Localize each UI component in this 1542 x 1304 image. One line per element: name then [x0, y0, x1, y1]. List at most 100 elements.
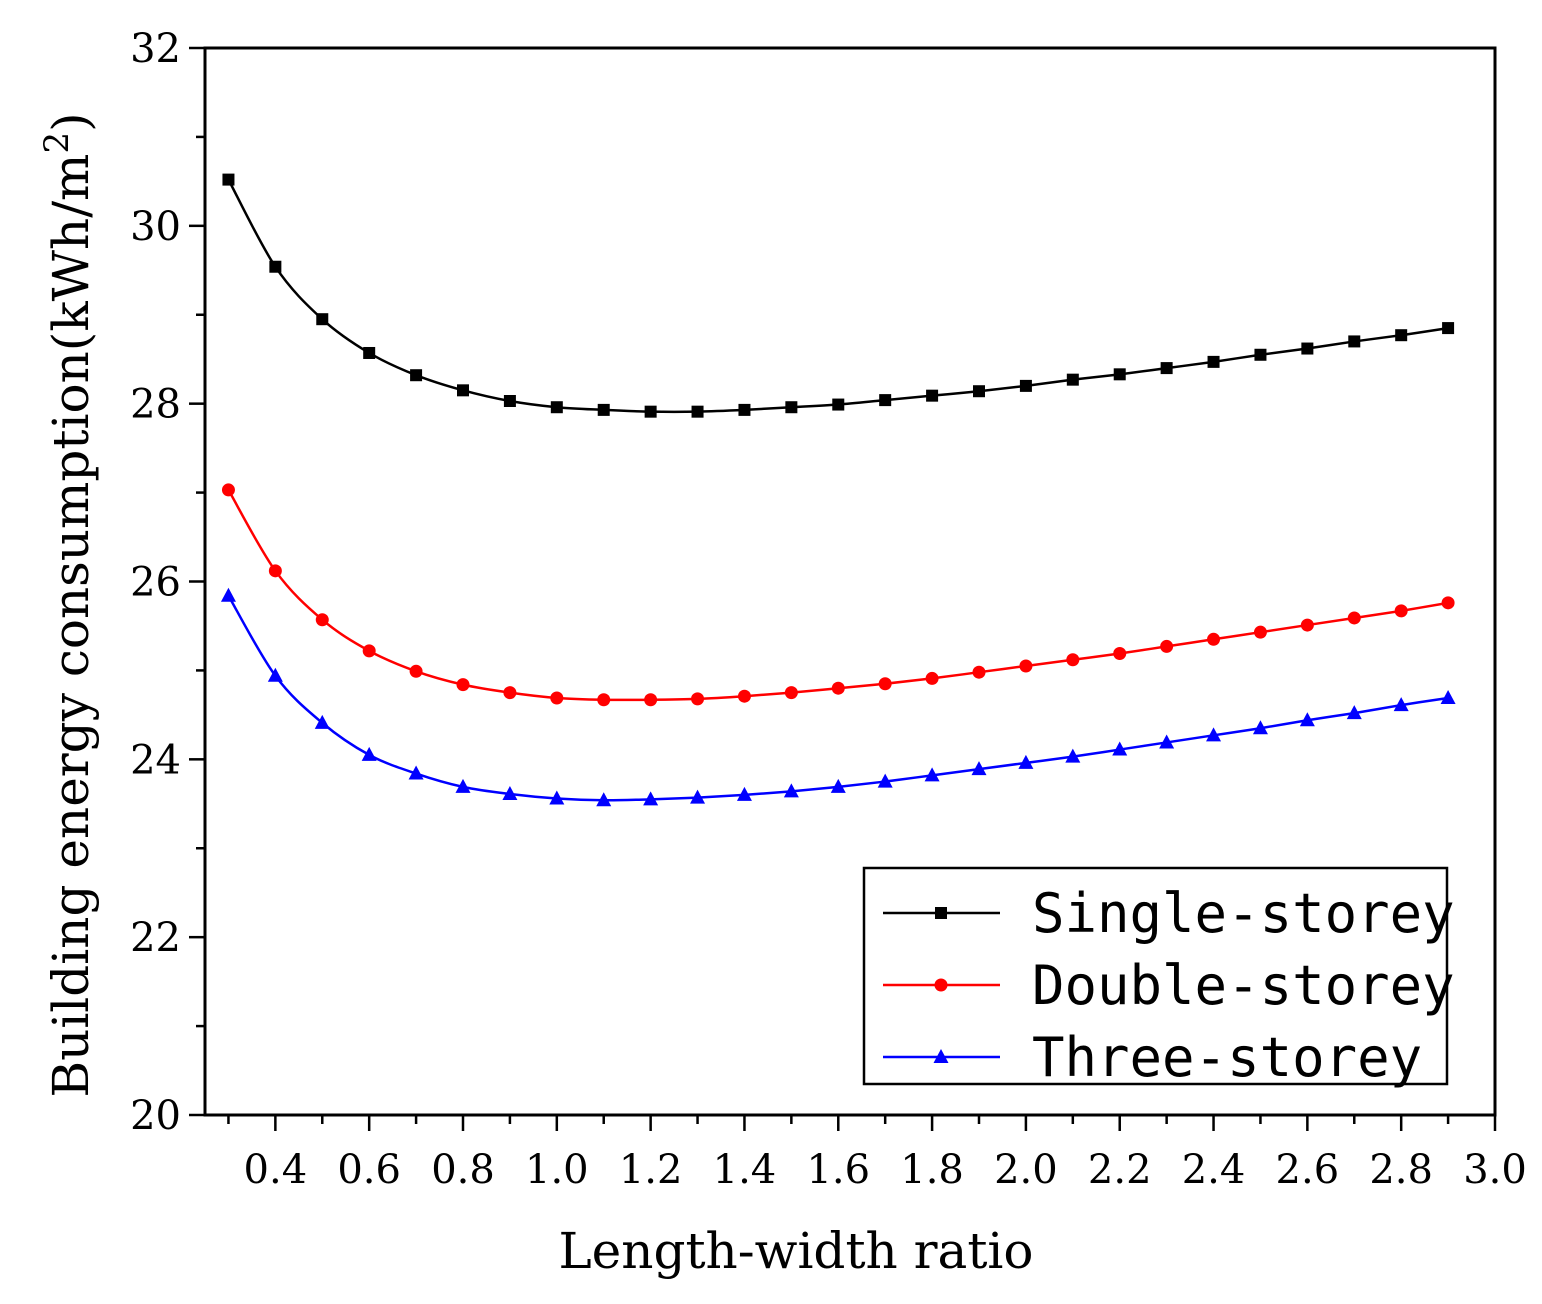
- data-point-double-storey: [1300, 618, 1314, 632]
- data-point-double-storey: [456, 678, 470, 692]
- x-tick-label: 1.8: [900, 1147, 964, 1193]
- data-point-single-storey: [597, 403, 610, 416]
- data-point-single-storey: [457, 384, 469, 397]
- data-point-double-storey: [878, 677, 892, 691]
- legend-marker-three-storey: [933, 1049, 949, 1063]
- data-point-double-storey: [221, 483, 235, 497]
- y-tick-label: 22: [130, 915, 181, 961]
- data-point-double-storey: [972, 665, 986, 679]
- legend-items: Single-storey Double-storey Three-storey: [883, 882, 1455, 1089]
- data-point-single-storey: [1395, 329, 1408, 342]
- plot-area-frame: [203, 46, 1497, 1117]
- data-point-single-storey: [644, 405, 657, 418]
- x-tick-label: 2.2: [1088, 1147, 1152, 1193]
- legend-label-three-storey: Three-storey: [1032, 1026, 1422, 1089]
- data-point-double-storey: [925, 671, 939, 685]
- x-tick-label: 0.8: [431, 1147, 495, 1193]
- data-point-three-storey: [1440, 689, 1456, 704]
- data-point-three-storey: [1299, 712, 1315, 727]
- x-tick-label: 1.0: [525, 1147, 589, 1193]
- data-point-three-storey: [783, 783, 799, 798]
- data-point-double-storey: [1207, 632, 1221, 646]
- data-point-double-storey: [550, 691, 564, 705]
- x-tick-label: 2.6: [1276, 1147, 1340, 1193]
- legend-label-double-storey: Double-storey: [1032, 954, 1455, 1017]
- data-point-three-storey: [1018, 754, 1034, 769]
- legend-box: [862, 866, 1449, 1086]
- legend-marker-double-storey: [934, 978, 948, 992]
- x-tick-label: 0.4: [244, 1147, 308, 1193]
- data-point-single-storey: [410, 369, 423, 382]
- data-point-single-storey: [1207, 355, 1220, 368]
- y-tick-label: 32: [130, 26, 181, 72]
- data-point-single-storey: [832, 398, 845, 411]
- data-point-single-storey: [1113, 368, 1126, 381]
- series-three-storey: [220, 587, 1456, 807]
- data-point-single-storey: [316, 313, 329, 326]
- series-double-storey: [221, 483, 1455, 707]
- data-point-three-storey: [267, 667, 283, 682]
- x-tick-label: 2.0: [994, 1147, 1058, 1193]
- x-tick-label: 1.4: [713, 1147, 777, 1193]
- data-point-double-storey: [831, 681, 845, 695]
- data-point-single-storey: [1254, 348, 1267, 361]
- data-point-single-storey: [1066, 373, 1079, 386]
- data-point-double-storey: [1113, 647, 1127, 661]
- data-point-double-storey: [1347, 611, 1361, 625]
- x-tick-label: 1.2: [619, 1147, 683, 1193]
- y-tick-label: 26: [130, 560, 181, 606]
- data-point-double-storey: [268, 564, 282, 578]
- data-point-three-storey: [924, 767, 940, 782]
- data-point-double-storey: [691, 692, 705, 706]
- data-point-double-storey: [784, 686, 798, 700]
- data-point-three-storey: [1065, 748, 1081, 763]
- x-axis-title: Length-width ratio: [558, 1222, 1033, 1280]
- data-point-double-storey: [1394, 604, 1408, 618]
- data-point-single-storey: [363, 346, 376, 359]
- data-point-single-storey: [1019, 379, 1032, 392]
- data-point-double-storey: [737, 689, 751, 703]
- data-point-three-storey: [971, 761, 987, 776]
- data-point-three-storey: [1393, 697, 1409, 712]
- data-point-single-storey: [550, 401, 563, 414]
- series-line-three-storey: [227, 595, 1449, 802]
- y-axis-title: Building energy consumption(kWh/m2): [37, 112, 100, 1097]
- y-tick-label: 28: [130, 382, 181, 428]
- y-tick-label: 24: [130, 737, 181, 783]
- legend-marker-single-storey: [935, 907, 947, 919]
- data-point-three-storey: [455, 778, 471, 793]
- series-layer: [220, 173, 1456, 807]
- legend: Single-storey Double-storey Three-storey: [862, 866, 1455, 1089]
- data-point-single-storey: [1442, 322, 1455, 335]
- data-point-three-storey: [408, 765, 424, 780]
- data-point-three-storey: [877, 773, 893, 788]
- y-axis-title-close: ): [42, 112, 100, 132]
- data-point-single-storey: [926, 389, 939, 402]
- legend-label-single-storey: Single-storey: [1032, 882, 1455, 945]
- data-point-three-storey: [361, 746, 377, 761]
- data-point-double-storey: [315, 613, 329, 627]
- data-point-three-storey: [502, 786, 518, 801]
- axes-layer: 0.4 0.6 0.8 1.0 1.2 1.4 1.6 1.8 2.0 2.2 2.4 2.6 2.8 3…: [130, 26, 1527, 1193]
- y-axis-title-superscript: 2: [37, 132, 77, 154]
- data-point-double-storey: [362, 644, 376, 658]
- data-point-single-storey: [973, 385, 985, 398]
- data-point-single-storey: [691, 405, 704, 418]
- data-point-double-storey: [597, 693, 611, 707]
- x-tick-label: 0.6: [337, 1147, 401, 1193]
- data-point-double-storey: [1066, 653, 1080, 667]
- data-point-three-storey: [549, 790, 565, 805]
- x-tick-label: 3.0: [1463, 1147, 1527, 1193]
- data-point-double-storey: [1019, 659, 1033, 673]
- data-point-three-storey: [1206, 727, 1222, 742]
- data-point-single-storey: [503, 394, 516, 407]
- data-point-single-storey: [1348, 335, 1361, 348]
- y-tick-label: 20: [130, 1093, 181, 1139]
- data-point-three-storey: [643, 791, 659, 806]
- y-tick-label: 30: [130, 204, 181, 250]
- data-point-single-storey: [785, 401, 798, 414]
- data-point-three-storey: [314, 714, 330, 729]
- data-point-three-storey: [220, 587, 236, 602]
